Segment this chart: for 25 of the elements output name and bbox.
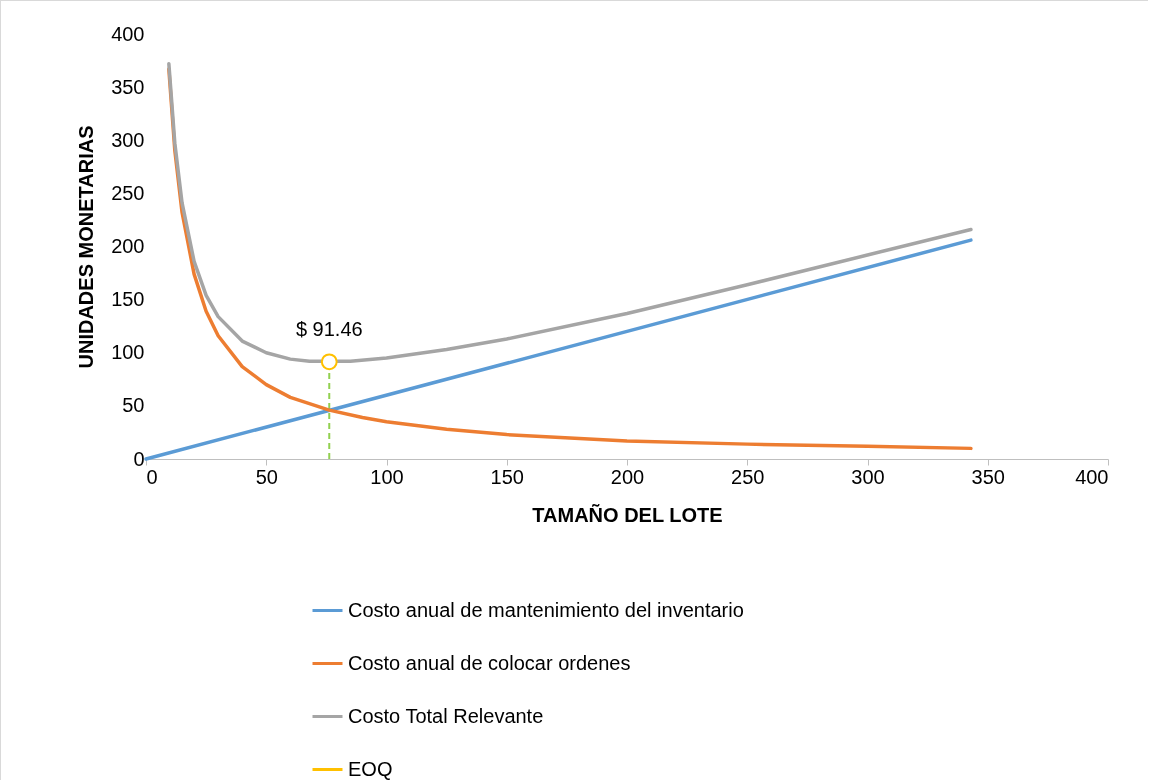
y-tick-label: 200 <box>111 235 145 257</box>
y-tick-label: 100 <box>111 341 145 364</box>
y-axis-title: UNIDADES MONETARIAS <box>75 125 98 369</box>
y-tick-label: 250 <box>111 181 145 204</box>
x-tick-label: 350 <box>971 465 1005 488</box>
legend-label: Costo anual de colocar ordenes <box>348 651 631 674</box>
y-tick-label: 350 <box>111 75 145 98</box>
x-tick-label: 250 <box>731 465 765 488</box>
x-axis-title: TAMAÑO DEL LOTE <box>532 503 723 526</box>
y-tick-label: 50 <box>122 394 145 417</box>
y-tick-label: 150 <box>111 288 145 311</box>
data-label: $ 91.46 <box>295 317 363 340</box>
x-tick-label: 300 <box>851 465 885 488</box>
x-tick-label: 200 <box>610 465 645 488</box>
x-tick-label: 100 <box>370 465 404 488</box>
y-tick-label: 0 <box>133 447 145 470</box>
y-tick-label: 300 <box>111 128 145 151</box>
y-tick-label: 400 <box>111 22 145 45</box>
x-tick-label: 400 <box>1075 465 1109 488</box>
line-series <box>167 62 973 363</box>
x-tick-label: 50 <box>255 465 278 488</box>
x-tick-label: 150 <box>490 465 524 488</box>
legend-label: EOQ <box>348 757 393 780</box>
legend-label: Costo Total Relevante <box>348 704 544 727</box>
legend-label: Costo anual de mantenimiento del inventario <box>348 598 744 621</box>
